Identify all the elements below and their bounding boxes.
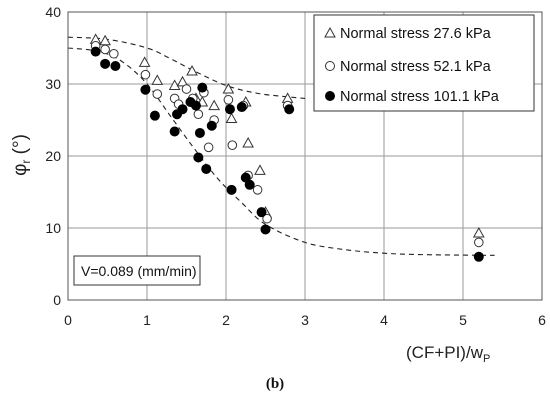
y-axis-label-sub: r: [19, 160, 33, 164]
data-point-filled-circle: [190, 100, 201, 111]
data-point-filled-circle: [260, 224, 271, 235]
data-point-triangle: [138, 56, 151, 67]
legend-marker-triangle: [324, 26, 336, 38]
data-point-filled-circle: [149, 110, 160, 121]
data-point-triangle: [225, 112, 238, 124]
data-point-open-circle: [193, 109, 204, 120]
data-point-filled-circle: [169, 126, 180, 137]
data-point-open-circle: [262, 213, 272, 224]
x-tick-label: 3: [301, 312, 309, 328]
x-tick-label: 2: [222, 312, 230, 328]
legend-label-101-1: Normal stress 101.1 kPa: [340, 89, 500, 105]
x-axis-label-main: (CF+PI)/w: [406, 343, 484, 362]
data-point-open-circle: [140, 69, 151, 80]
data-point-open-circle: [100, 44, 110, 55]
x-tick-label: 0: [64, 312, 72, 328]
data-point-triangle: [222, 83, 235, 94]
data-point-filled-circle: [177, 104, 188, 115]
data-point-filled-circle: [100, 58, 111, 69]
y-axis-label-main: φ: [10, 164, 31, 176]
data-point-filled-circle: [90, 46, 101, 57]
legend-box: [313, 14, 535, 112]
data-point-triangle: [208, 99, 220, 111]
data-point-filled-circle: [224, 104, 235, 115]
x-axis-label-sub: P: [483, 353, 490, 365]
data-point-triangle: [186, 65, 198, 76]
x-tick-label: 1: [143, 312, 151, 328]
data-point-triangle: [168, 79, 181, 90]
data-point-filled-circle: [284, 104, 295, 115]
data-point-filled-circle: [473, 251, 484, 262]
data-point-filled-circle: [194, 127, 205, 138]
y-axis-label-tail: (°): [10, 134, 31, 160]
data-points: [89, 33, 485, 262]
data-point-filled-circle: [256, 207, 267, 218]
data-point-triangle: [254, 164, 266, 175]
y-tick-label: 20: [45, 148, 61, 164]
data-point-filled-circle: [197, 82, 208, 93]
x-tick-label: 6: [538, 312, 546, 328]
data-point-filled-circle: [244, 179, 255, 190]
data-point-open-circle: [474, 237, 484, 248]
legend-label-27-6: Normal stress 27.6 kPa: [340, 26, 492, 42]
data-point-triangle: [472, 227, 485, 238]
data-point-open-circle: [152, 89, 163, 99]
legend-marker-filled-circle: [325, 91, 335, 101]
legend-marker-open-circle: [325, 61, 335, 71]
x-tick-label: 5: [459, 312, 467, 328]
data-point-filled-circle: [110, 61, 121, 71]
data-point-open-circle: [203, 142, 214, 153]
data-point-triangle: [99, 34, 111, 46]
data-point-filled-circle: [140, 84, 151, 95]
y-tick-label: 30: [45, 76, 61, 92]
data-point-filled-circle: [236, 102, 247, 113]
y-tick-label: 10: [45, 220, 61, 236]
data-point-filled-circle: [226, 184, 237, 195]
data-point-triangle: [176, 75, 189, 87]
y-tick-label: 0: [53, 292, 61, 308]
data-point-filled-circle: [201, 163, 212, 174]
data-point-filled-circle: [193, 152, 204, 163]
panel-label: (b): [266, 376, 284, 392]
data-point-open-circle: [223, 95, 234, 105]
legend: Normal stress 27.6 kPa Normal stress 52.…: [313, 14, 535, 112]
data-point-open-circle: [252, 185, 263, 195]
data-point-filled-circle: [206, 120, 217, 131]
data-point-open-circle: [109, 48, 119, 59]
annotation-text: V=0.089 (mm/min): [81, 263, 197, 279]
data-point-triangle: [242, 137, 254, 148]
velocity-annotation: V=0.089 (mm/min): [73, 255, 201, 286]
legend-label-52-1: Normal stress 52.1 kPa: [340, 59, 492, 75]
x-axis-label: (CF+PI)/wP: [406, 343, 490, 365]
annotation-box: [73, 255, 201, 286]
data-point-open-circle: [227, 140, 238, 150]
plot-frame: [67, 11, 543, 301]
y-tick-label: 40: [45, 4, 61, 20]
data-point-triangle: [151, 74, 164, 85]
x-tick-label: 4: [380, 312, 388, 328]
y-axis-label: φr (°): [10, 134, 33, 176]
data-point-open-circle: [181, 84, 192, 94]
tick-labels: 0 10 20 30 40 0 1 2 3 4 5 6: [45, 4, 546, 328]
